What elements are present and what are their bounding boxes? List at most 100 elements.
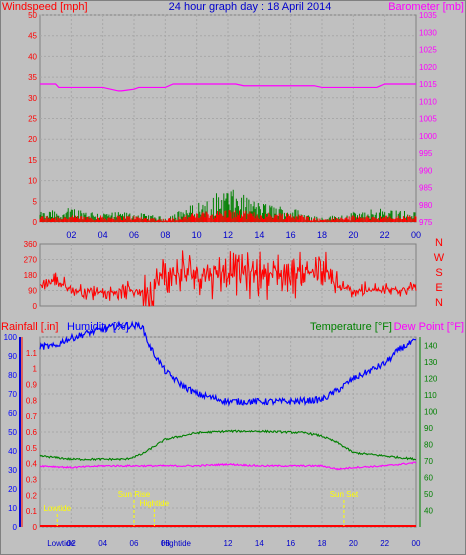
rainfall-tick-label: 0.1 — [26, 507, 38, 516]
x-tick-label: 00 — [411, 230, 421, 240]
annotation-label: Hightide — [140, 499, 170, 508]
temperature-tick-label: 140 — [424, 341, 438, 350]
x-tick-label: 20 — [348, 230, 358, 240]
compass-label: W — [434, 252, 445, 264]
humidity-temperature-panel: 010203040506070809010000.10.20.30.40.50.… — [4, 320, 438, 548]
windspeed-tick-label: 50 — [28, 11, 37, 20]
temperature-tick-label: 100 — [424, 407, 438, 416]
rainfall-tick-label: 0.3 — [26, 476, 38, 485]
barometer-tick-label: 985 — [419, 184, 433, 193]
temperature-tick-label: 120 — [424, 374, 438, 383]
x-tick-label: 14 — [254, 230, 264, 240]
rainfall-tick-label: 0.8 — [26, 396, 38, 405]
x-tick-label: 10 — [192, 230, 202, 240]
annotation-label: Sun Set — [330, 490, 359, 499]
chart-title: 24 hour graph day : 18 April 2014 — [169, 1, 332, 13]
barometer-tick-label: 1005 — [419, 115, 437, 124]
bottom-tick-label: 14 — [255, 539, 264, 548]
rainfall-tick-label: 1 — [33, 365, 38, 374]
bottom-tick-label: 00 — [412, 539, 421, 548]
dewpoint-line — [39, 461, 417, 471]
barometer-tick-label: 980 — [419, 201, 433, 210]
direction-tick-label: 0 — [33, 302, 38, 311]
windspeed-tick-label: 0 — [33, 218, 38, 227]
temperature-tick-label: 110 — [424, 391, 437, 400]
humidity-tick-label: 20 — [8, 485, 17, 494]
humidity-tick-label: 90 — [8, 352, 17, 361]
bottom-tick-label: 18 — [318, 539, 327, 548]
barometer-tick-label: 990 — [419, 166, 433, 175]
windspeed-tick-label: 10 — [28, 177, 37, 186]
barometer-tick-label: 1010 — [419, 97, 437, 106]
barometer-tick-label: 1035 — [419, 11, 437, 20]
barometer-axis-title: Barometer [mb] — [388, 1, 464, 13]
temperature-tick-label: 130 — [424, 358, 438, 367]
windspeed-tick-label: 15 — [28, 156, 37, 165]
temperature-axis-title: Temperature [°F] — [310, 321, 392, 333]
windspeed-tick-label: 40 — [28, 52, 37, 61]
bottom-tick-label: 06 — [130, 539, 139, 548]
bottom-tick-label: 02 — [67, 539, 76, 548]
barometer-tick-label: 1015 — [419, 80, 437, 89]
x-tick-label: 08 — [160, 230, 170, 240]
rainfall-tick-label: 0.7 — [26, 412, 38, 421]
wind-barometer-panel: 0510152025303540455097598098599099510001… — [28, 11, 437, 240]
temperature-tick-label: 60 — [424, 473, 433, 482]
temperature-line — [39, 429, 417, 462]
humidity-tick-label: 100 — [4, 333, 18, 342]
windspeed-tick-label: 20 — [28, 135, 37, 144]
temperature-tick-label: 80 — [424, 440, 433, 449]
humidity-tick-label: 70 — [8, 390, 17, 399]
humidity-tick-label: 0 — [13, 523, 18, 532]
windspeed-axis-title: Windspeed [mph] — [2, 1, 88, 13]
x-tick-label: 18 — [317, 230, 327, 240]
rainfall-tick-label: 0.2 — [26, 491, 38, 500]
dewpoint-axis-title: Dew Point [°F] — [394, 321, 464, 333]
bottom-tick-label: 20 — [349, 539, 358, 548]
bottom-tick-label: Hightide — [162, 539, 192, 548]
compass-label: S — [435, 267, 442, 279]
bottom-tick-label: 12 — [224, 539, 233, 548]
humidity-tick-label: 30 — [8, 466, 17, 475]
humidity-tick-label: 40 — [8, 447, 17, 456]
rainfall-tick-label: 1.1 — [26, 349, 38, 358]
compass-label: N — [435, 297, 443, 309]
humidity-line — [39, 320, 417, 407]
annotation-label: Lowtide — [43, 504, 71, 513]
windspeed-tick-label: 30 — [28, 94, 37, 103]
direction-tick-label: 360 — [24, 240, 38, 249]
annotation-label: Sun Rise — [118, 490, 151, 499]
barometer-tick-label: 1000 — [419, 132, 437, 141]
rainfall-tick-label: 0.4 — [26, 460, 38, 469]
direction-tick-label: 180 — [24, 271, 38, 280]
direction-tick-label: 90 — [28, 287, 37, 296]
x-tick-label: 04 — [98, 230, 108, 240]
barometer-tick-label: 1020 — [419, 63, 437, 72]
direction-tick-label: 270 — [24, 256, 38, 265]
temperature-tick-label: 90 — [424, 424, 433, 433]
barometer-tick-label: 975 — [419, 218, 433, 227]
rainfall-tick-label: 0.9 — [26, 381, 38, 390]
compass-label: N — [435, 237, 443, 249]
bottom-tick-label: Lowtide — [47, 539, 75, 548]
humidity-tick-label: 10 — [8, 504, 17, 513]
barometer-tick-label: 1025 — [419, 46, 437, 55]
x-tick-label: 16 — [286, 230, 296, 240]
windspeed-tick-label: 5 — [33, 197, 38, 206]
windspeed-tick-label: 25 — [28, 115, 37, 124]
humidity-tick-label: 50 — [8, 428, 17, 437]
barometer-tick-label: 995 — [419, 149, 433, 158]
rainfall-axis-title: Rainfall [.in] — [1, 321, 58, 333]
temperature-tick-label: 40 — [424, 506, 433, 515]
wind-direction-line — [39, 250, 417, 307]
x-tick-label: 06 — [129, 230, 139, 240]
windspeed-tick-label: 45 — [28, 32, 37, 41]
bottom-tick-label: 08 — [161, 539, 170, 548]
bottom-tick-label: 22 — [380, 539, 389, 548]
humidity-tick-label: 80 — [8, 371, 17, 380]
rainfall-tick-label: 0.5 — [26, 444, 38, 453]
compass-label: E — [435, 282, 442, 294]
rainfall-tick-label: 0 — [33, 523, 38, 532]
